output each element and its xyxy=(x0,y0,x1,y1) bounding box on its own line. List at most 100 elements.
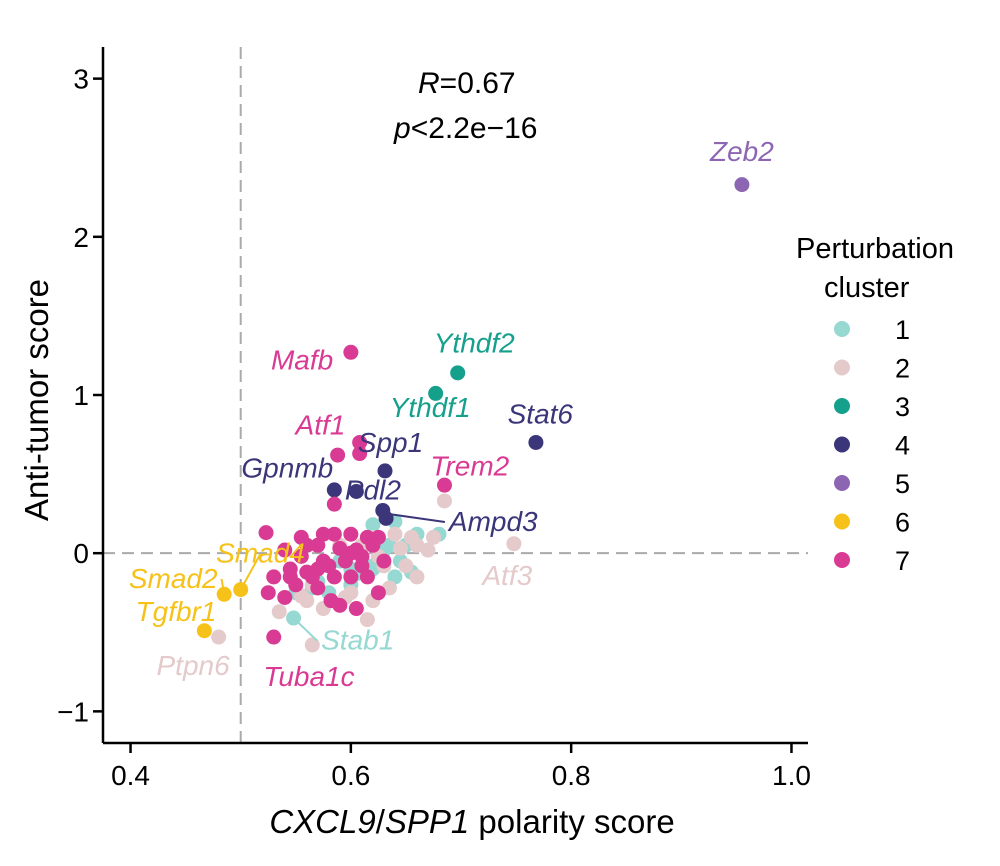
data-point-cluster-7 xyxy=(330,447,346,463)
data-point-cluster-7 xyxy=(352,446,368,462)
x-axis-ticks: 0.4 0.6 0.8 1.0 xyxy=(111,743,811,791)
gene-label-zeb2: Zeb2 xyxy=(709,136,774,167)
gene-label-smad2: Smad2 xyxy=(129,563,218,594)
leader-line-stab1 xyxy=(292,617,318,642)
stats-r: R=0.67 xyxy=(418,67,516,100)
data-point-cluster-2 xyxy=(271,604,287,620)
data-point-cluster-7 xyxy=(260,585,276,601)
legend-swatch-cluster-1 xyxy=(834,321,850,337)
data-point-cluster-1 xyxy=(387,569,403,585)
y-tick-label: 0 xyxy=(73,538,89,569)
legend-label-cluster-5: 5 xyxy=(895,469,910,499)
data-point-cluster-7 xyxy=(277,542,293,558)
legend-swatch-cluster-5 xyxy=(834,475,850,491)
legend-label-cluster-4: 4 xyxy=(895,431,910,461)
data-point-cluster-7 xyxy=(310,580,326,596)
stats-p: p<2.2e−16 xyxy=(393,112,537,145)
data-point-cluster-7 xyxy=(326,569,342,585)
data-point-cluster-7 xyxy=(370,585,386,601)
data-point-cluster-7 xyxy=(299,537,315,553)
data-point-cluster-2 xyxy=(211,629,227,645)
data-point-cluster-2 xyxy=(436,493,452,509)
data-point-cluster-1 xyxy=(365,517,381,533)
data-point-cluster-2 xyxy=(299,593,315,609)
data-point-cluster-7 xyxy=(282,569,298,585)
stats-r-symbol: R xyxy=(418,67,440,100)
data-point-cluster-7 xyxy=(376,553,392,569)
data-point-cluster-4 xyxy=(348,483,364,499)
data-point-cluster-4 xyxy=(326,482,342,498)
legend-label-cluster-1: 1 xyxy=(895,315,910,345)
stats-r-value: =0.67 xyxy=(440,67,516,100)
gene-label-ythdf2: Ythdf2 xyxy=(434,327,515,358)
legend-swatch-cluster-2 xyxy=(834,359,850,376)
y-tick-label: 2 xyxy=(73,222,89,253)
legend: Perturbation cluster 1 2 3 4 5 6 7 xyxy=(796,233,954,576)
x-tick-label: 1.0 xyxy=(772,760,811,791)
data-point-cluster-7 xyxy=(321,558,337,574)
gene-label-mafb: Mafb xyxy=(271,345,333,376)
data-point-cluster-7 xyxy=(348,601,364,617)
y-tick-label: 3 xyxy=(73,64,89,95)
legend-title-line2: cluster xyxy=(824,272,910,304)
gene-label-tuba1c: Tuba1c xyxy=(263,661,354,692)
data-point-cluster-2 xyxy=(387,526,403,542)
gene-label-ythdf1: Ythdf1 xyxy=(390,392,471,423)
gene-label-ampd3: Ampd3 xyxy=(447,506,538,537)
data-point-cluster-7 xyxy=(343,569,359,585)
data-point-cluster-7 xyxy=(315,526,331,542)
legend-swatch-cluster-4 xyxy=(834,436,850,453)
legend-swatch-cluster-3 xyxy=(834,398,850,414)
data-point-cluster-7 xyxy=(436,477,452,493)
gene-label-stat6: Stat6 xyxy=(508,398,574,429)
data-point-cluster-4 xyxy=(377,463,393,479)
legend-label-cluster-3: 3 xyxy=(895,392,910,422)
data-point-cluster-7 xyxy=(266,629,282,645)
data-point-cluster-7 xyxy=(323,593,339,609)
gene-label-gpnmb: Gpnmb xyxy=(241,452,333,483)
data-point-cluster-7 xyxy=(354,548,370,564)
gene-label-atf1: Atf1 xyxy=(294,410,346,441)
data-point-cluster-2 xyxy=(359,612,375,628)
gene-label-smad4: Smad4 xyxy=(216,538,305,569)
data-point-cluster-2 xyxy=(304,637,320,653)
y-axis-title: Anti-tumor score xyxy=(18,279,55,521)
data-point-cluster-7 xyxy=(277,589,293,605)
data-point-cluster-7 xyxy=(343,344,359,360)
gene-label-ptpn6: Ptpn6 xyxy=(157,650,231,681)
data-point-cluster-7 xyxy=(370,529,386,545)
data-point-cluster-2 xyxy=(392,540,408,556)
x-axis-title-part: CXCL9 xyxy=(269,803,375,840)
legend-title-line1: Perturbation xyxy=(796,233,954,265)
gene-label-pdl2: Pdl2 xyxy=(345,474,401,505)
y-tick-label: 1 xyxy=(73,380,89,411)
stats-p-symbol: p xyxy=(393,112,411,145)
label-leader-lines xyxy=(220,512,446,642)
data-point-cluster-2 xyxy=(420,542,436,558)
x-axis-title-part: / xyxy=(376,803,386,840)
data-point-cluster-7 xyxy=(258,525,274,541)
gene-label-tgfbr1: Tgfbr1 xyxy=(136,596,217,627)
x-axis-title-part: polarity score xyxy=(469,803,674,840)
gene-label-atf3: Atf3 xyxy=(480,560,532,591)
legend-label-cluster-6: 6 xyxy=(895,508,910,538)
data-point-cluster-7 xyxy=(343,526,359,542)
stats-p-value: <2.2e−16 xyxy=(411,112,538,145)
gene-label-trem2: Trem2 xyxy=(430,451,509,482)
data-point-cluster-2 xyxy=(403,529,419,545)
x-tick-label: 0.4 xyxy=(111,760,150,791)
y-tick-label: −1 xyxy=(57,696,89,727)
x-axis-title: CXCL9/SPP1 polarity score xyxy=(269,803,674,840)
data-point-cluster-2 xyxy=(398,558,414,574)
data-point-cluster-6 xyxy=(196,623,212,639)
reference-lines xyxy=(103,47,808,743)
legend-label-cluster-7: 7 xyxy=(895,546,910,576)
leader-line-smad4 xyxy=(239,553,262,591)
leader-line-smad2 xyxy=(220,578,226,595)
legend-swatch-cluster-7 xyxy=(834,552,850,568)
data-point-cluster-2 xyxy=(425,529,441,545)
data-point-cluster-7 xyxy=(326,496,342,512)
data-point-cluster-7 xyxy=(266,569,282,585)
